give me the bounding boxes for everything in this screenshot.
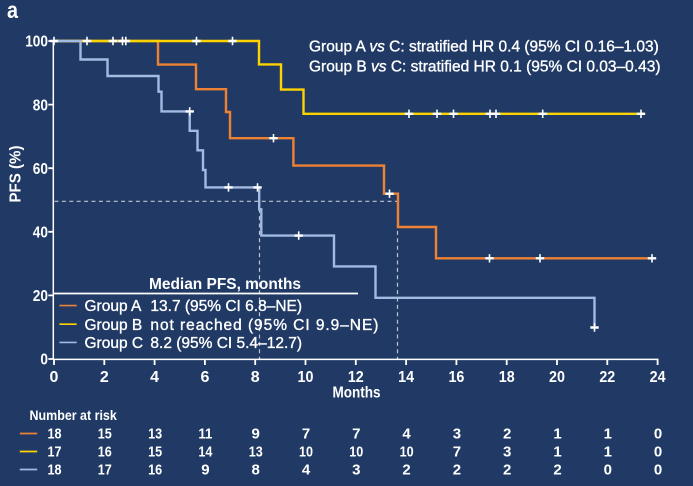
svg-text:2: 2 (100, 369, 109, 386)
svg-text:3: 3 (453, 426, 461, 443)
svg-text:4: 4 (402, 426, 411, 443)
svg-text:10: 10 (298, 369, 314, 386)
svg-text:24: 24 (650, 369, 666, 386)
svg-text:Number at risk: Number at risk (30, 407, 117, 423)
svg-text:0: 0 (40, 352, 48, 369)
svg-text:8: 8 (252, 462, 260, 479)
svg-text:7: 7 (453, 444, 461, 461)
svg-text:3: 3 (352, 462, 360, 479)
svg-text:0: 0 (654, 444, 662, 461)
svg-text:1: 1 (553, 444, 561, 461)
svg-text:60: 60 (33, 161, 48, 178)
svg-text:3: 3 (503, 444, 511, 461)
svg-text:20: 20 (549, 369, 565, 386)
svg-text:Group B: Group B (85, 317, 143, 334)
svg-text:4: 4 (302, 462, 311, 479)
svg-text:17: 17 (98, 462, 112, 479)
svg-text:13: 13 (249, 444, 263, 461)
svg-text:9: 9 (252, 426, 260, 443)
svg-text:PFS (%): PFS (%) (8, 146, 25, 203)
svg-text:16: 16 (448, 369, 464, 386)
svg-text:13.7 (95% CI 6.8–NE): 13.7 (95% CI 6.8–NE) (150, 298, 302, 315)
svg-text:7: 7 (352, 426, 360, 443)
svg-text:7: 7 (302, 426, 310, 443)
svg-text:10: 10 (400, 444, 414, 461)
svg-text:20: 20 (33, 288, 48, 305)
svg-text:8.2 (95% CI 5.4–12.7): 8.2 (95% CI 5.4–12.7) (150, 335, 302, 352)
svg-text:0: 0 (50, 369, 59, 386)
svg-text:18: 18 (499, 369, 515, 386)
svg-text:8: 8 (251, 369, 260, 386)
svg-text:16: 16 (98, 444, 112, 461)
svg-text:80: 80 (33, 97, 48, 114)
svg-text:1: 1 (553, 426, 561, 443)
svg-text:15: 15 (98, 426, 112, 443)
svg-text:0: 0 (654, 426, 662, 443)
svg-text:9: 9 (201, 462, 209, 479)
svg-text:Group B vs C: stratified HR 0.: Group B vs C: stratified HR 0.1 (95% CI … (309, 59, 661, 76)
svg-text:0: 0 (604, 462, 612, 479)
svg-text:not reached (95% CI 9.9–NE): not reached (95% CI 9.9–NE) (150, 317, 378, 334)
svg-text:40: 40 (33, 225, 48, 242)
svg-text:14: 14 (198, 444, 213, 461)
svg-text:6: 6 (200, 369, 209, 386)
svg-text:13: 13 (148, 426, 162, 443)
svg-text:1: 1 (604, 444, 612, 461)
svg-text:12: 12 (348, 369, 364, 386)
svg-text:2: 2 (453, 462, 461, 479)
svg-text:Months: Months (332, 385, 380, 402)
svg-text:14: 14 (398, 369, 414, 386)
svg-text:a: a (7, 0, 19, 23)
svg-text:2: 2 (402, 462, 410, 479)
svg-text:Group C: Group C (85, 335, 144, 352)
svg-text:1: 1 (604, 426, 612, 443)
svg-text:2: 2 (503, 462, 511, 479)
svg-text:18: 18 (48, 426, 62, 443)
svg-text:16: 16 (148, 462, 162, 479)
svg-text:Group A: Group A (85, 298, 143, 315)
svg-text:18: 18 (48, 462, 62, 479)
svg-text:2: 2 (503, 426, 511, 443)
svg-text:10: 10 (299, 444, 313, 461)
svg-text:22: 22 (599, 369, 615, 386)
svg-text:4: 4 (150, 369, 159, 386)
svg-text:10: 10 (349, 444, 363, 461)
svg-text:Median PFS, months: Median PFS, months (149, 276, 301, 293)
svg-text:15: 15 (148, 444, 162, 461)
svg-text:17: 17 (48, 444, 62, 461)
svg-text:Group A vs C: stratified HR 0.: Group A vs C: stratified HR 0.4 (95% CI … (309, 38, 659, 55)
svg-text:11: 11 (198, 426, 212, 443)
svg-text:100: 100 (25, 34, 48, 51)
svg-text:0: 0 (654, 462, 662, 479)
svg-text:2: 2 (553, 462, 561, 479)
